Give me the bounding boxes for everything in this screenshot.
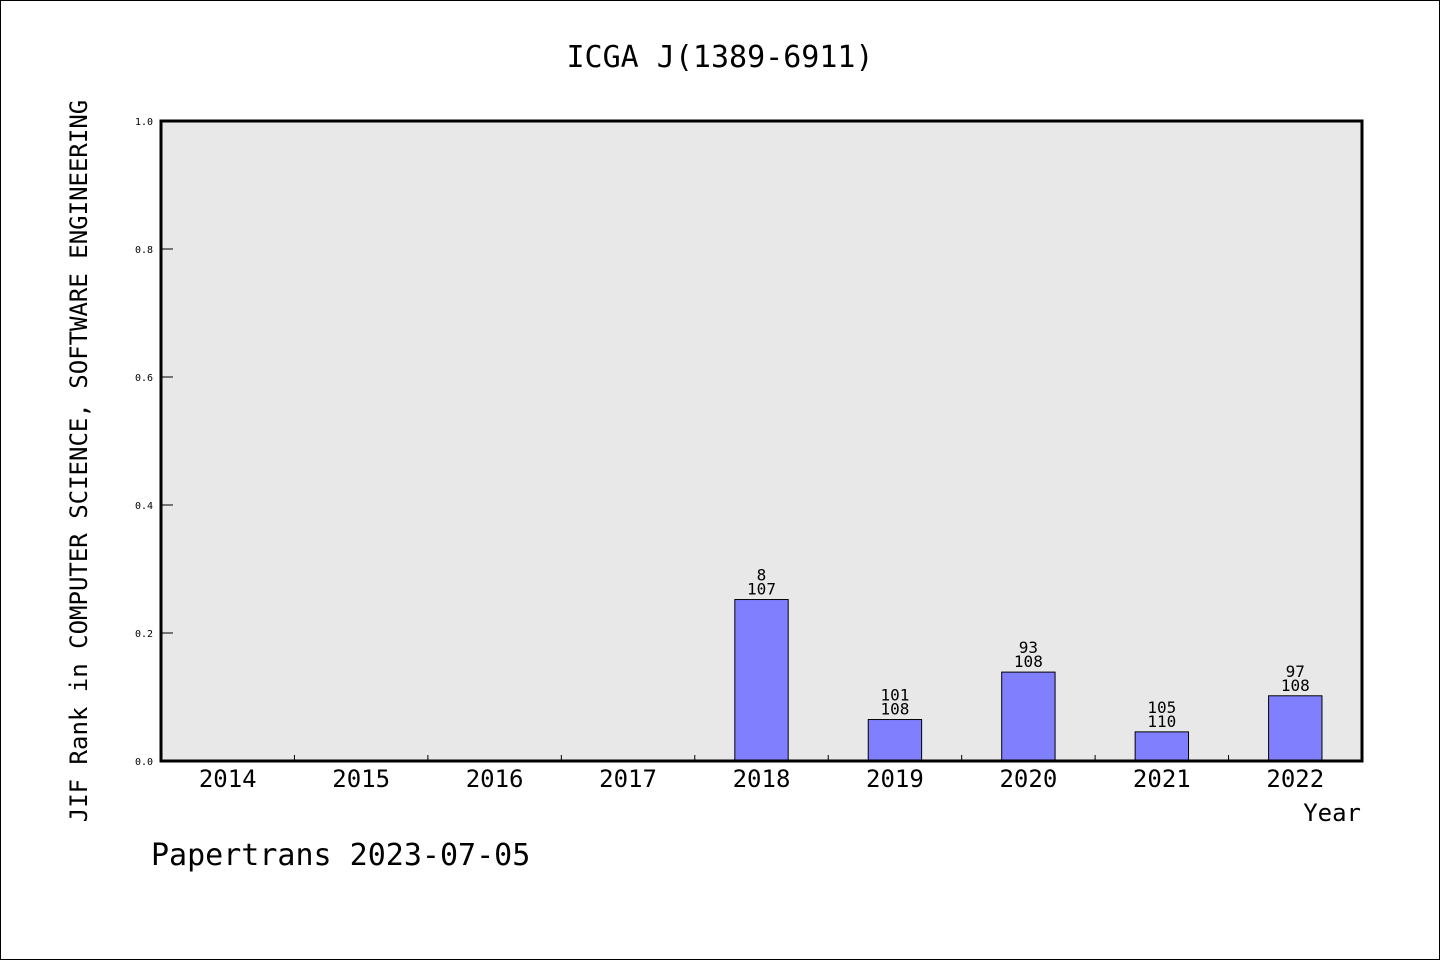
bar-total-label: 108 <box>880 700 909 719</box>
x-tick-label: 2015 <box>332 765 390 793</box>
bar-2018 <box>734 599 789 762</box>
bar-rank-label: 93 <box>1019 638 1038 657</box>
bar-rank-label: 97 <box>1286 662 1305 681</box>
y-tick-label: 0.0 <box>135 757 153 768</box>
bar-2019 <box>867 719 923 762</box>
footer-credit: Papertrans 2023-07-05 <box>151 838 530 873</box>
bar-total-label: 110 <box>1147 712 1176 731</box>
y-axis-label: JIF Rank in COMPUTER SCIENCE, SOFTWARE E… <box>65 100 93 822</box>
y-tick-label: 0.4 <box>135 501 153 512</box>
bar-total-label: 107 <box>747 580 776 599</box>
bar-2020 <box>1001 671 1056 762</box>
x-axis-label: Year <box>1303 799 1361 827</box>
y-tick-label: 0.2 <box>135 629 153 640</box>
x-tick-label: 2020 <box>999 765 1057 793</box>
x-tick-label: 2014 <box>199 765 257 793</box>
bar-rank-label: 101 <box>880 686 909 705</box>
bar-total-label: 108 <box>1281 676 1310 695</box>
x-tick-label: 2016 <box>466 765 524 793</box>
x-tick-label: 2021 <box>1133 765 1191 793</box>
x-tick-label: 2022 <box>1266 765 1324 793</box>
plot-frame <box>159 119 1364 763</box>
bar-2022 <box>1268 695 1323 762</box>
bars-group <box>734 599 1323 762</box>
x-tick-label: 2017 <box>599 765 657 793</box>
y-tick-label: 1.0 <box>135 117 153 128</box>
chart-title: ICGA J(1389-6911) <box>566 40 873 75</box>
y-tick-label: 0.8 <box>135 245 153 256</box>
bar-total-label: 108 <box>1014 652 1043 671</box>
x-axis-ticks: 2014 2015 2016 2017 2018 2019 2020 2021 2022 <box>199 755 1324 793</box>
bar-2021 <box>1134 731 1190 762</box>
x-tick-label: 2019 <box>866 765 924 793</box>
bar-rank-label: 105 <box>1147 698 1176 717</box>
x-tick-label: 2018 <box>733 765 791 793</box>
bar-rank-label: 8 <box>757 566 767 585</box>
y-tick-label: 0.6 <box>135 373 153 384</box>
